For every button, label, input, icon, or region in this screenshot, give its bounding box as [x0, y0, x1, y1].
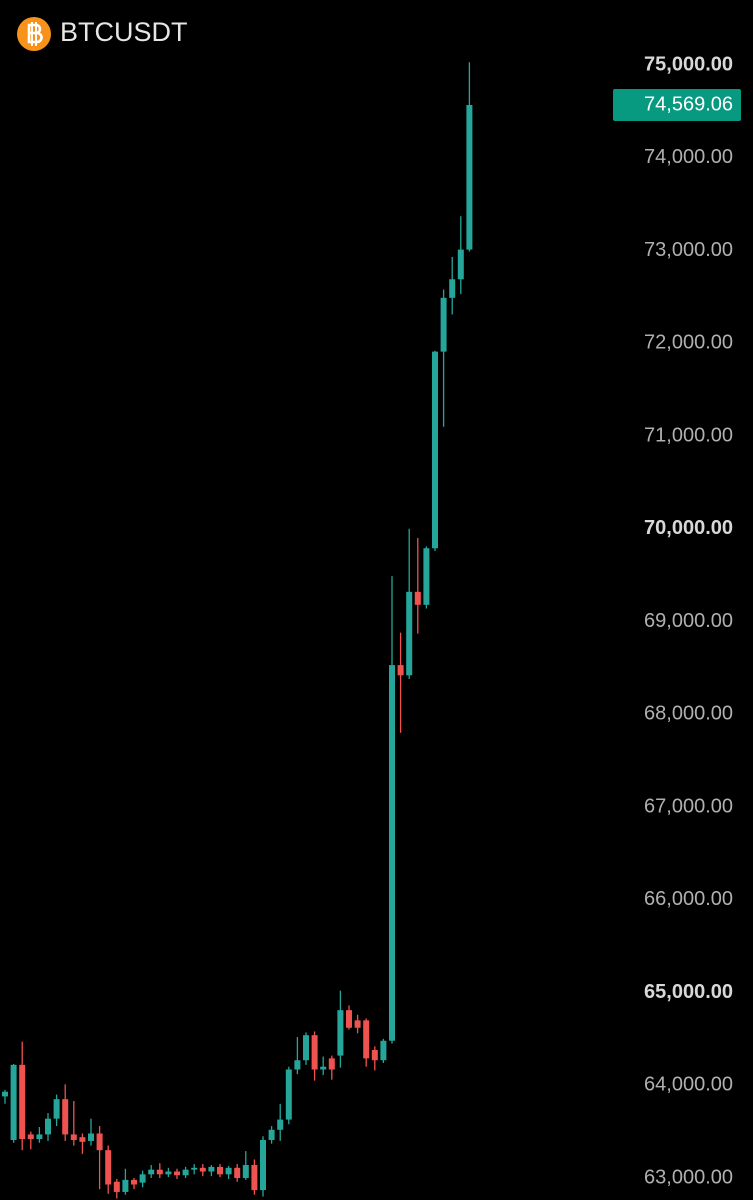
y-tick-label: 68,000.00 — [644, 703, 733, 725]
y-tick-label: 74,000.00 — [644, 146, 733, 168]
y-tick-label: 63,000.00 — [644, 1166, 733, 1188]
candle-body — [363, 1020, 370, 1059]
candle-body — [328, 1058, 335, 1070]
y-tick-label: 67,000.00 — [644, 795, 733, 817]
candle-body — [70, 1134, 77, 1140]
candle-body — [156, 1169, 163, 1175]
candle-body — [199, 1167, 206, 1172]
candle-body — [27, 1134, 34, 1140]
candle-body — [277, 1119, 284, 1130]
candle-body — [337, 1010, 344, 1056]
candle-body — [62, 1099, 69, 1135]
candle-body — [242, 1165, 249, 1179]
y-tick-label: 66,000.00 — [644, 888, 733, 910]
candle-body — [440, 297, 447, 352]
candle-body — [414, 591, 421, 605]
y-tick-label: 64,000.00 — [644, 1074, 733, 1096]
candle-body — [122, 1179, 129, 1192]
last-price-box — [613, 88, 741, 121]
candle-body — [251, 1165, 258, 1191]
candle-body — [432, 351, 438, 549]
candle-body — [449, 279, 456, 298]
candle-body — [2, 1091, 8, 1097]
candle-body — [423, 548, 430, 605]
candle-body — [79, 1137, 86, 1142]
candle-body — [320, 1066, 327, 1070]
candle-body — [139, 1174, 146, 1183]
candle-body — [96, 1133, 103, 1151]
candle-body — [36, 1134, 43, 1140]
candle-body — [294, 1060, 301, 1070]
candle-body — [113, 1181, 120, 1192]
y-tick-label: 72,000.00 — [644, 332, 733, 354]
candle-body — [346, 1010, 352, 1028]
y-tick-label: 65,000.00 — [644, 981, 733, 1003]
candle-body — [303, 1035, 309, 1061]
y-tick-label: 75,000.00 — [644, 53, 733, 75]
candle-body — [466, 104, 473, 250]
y-tick-label: 71,000.00 — [644, 424, 733, 446]
candle-body — [174, 1171, 180, 1176]
candle-body — [380, 1040, 387, 1061]
candle-body — [53, 1099, 60, 1119]
candle-body — [10, 1064, 17, 1140]
candle-body — [285, 1069, 292, 1120]
candle-body — [88, 1133, 94, 1141]
candle-body — [389, 665, 395, 1041]
candle-body — [45, 1118, 51, 1135]
y-tick-label: 70,000.00 — [644, 517, 733, 539]
candle-body — [406, 591, 413, 676]
candle-body — [19, 1064, 26, 1140]
candle-body — [131, 1179, 137, 1185]
candle-body — [268, 1129, 275, 1140]
y-tick-label: 69,000.00 — [644, 610, 733, 632]
candle-body — [105, 1150, 112, 1185]
candle-body — [397, 665, 404, 676]
candle-body — [354, 1020, 361, 1028]
chart-title: BTCUSDT — [60, 17, 188, 47]
candle-body — [234, 1167, 241, 1179]
last-price-label: 74,569.06 — [644, 93, 733, 115]
candle-body — [260, 1139, 266, 1191]
candle-body — [165, 1171, 172, 1175]
y-tick-label: 73,000.00 — [644, 239, 733, 261]
candle-body — [148, 1169, 155, 1175]
candle-body — [182, 1169, 189, 1176]
candle-body — [217, 1166, 223, 1175]
candle-body — [311, 1035, 318, 1070]
candle-body — [191, 1167, 198, 1170]
candle-body — [457, 249, 464, 280]
candle-body — [208, 1166, 215, 1172]
coin-icon — [17, 17, 51, 51]
candle-body — [371, 1050, 378, 1061]
candle-body — [225, 1167, 232, 1175]
